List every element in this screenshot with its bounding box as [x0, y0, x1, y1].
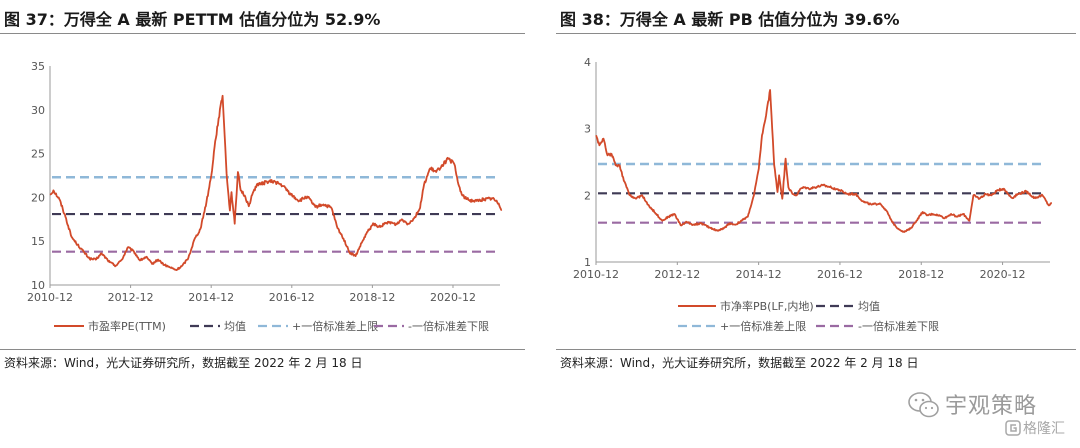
chart-title: 图 38：万得全 A 最新 PB 估值分位为 39.6%	[560, 10, 900, 29]
source-divider	[0, 349, 525, 350]
legend-label: 均值	[858, 300, 880, 313]
legend-label: -一倍标准差下限	[858, 319, 939, 333]
watermark: 宇观策略 格隆汇	[905, 386, 1075, 442]
y-tick-label: 10	[31, 279, 45, 292]
source-note: 资料来源：Wind，光大证券研究所，数据截至 2022 年 2 月 18 日	[4, 356, 363, 370]
y-tick-label: 35	[31, 60, 45, 73]
wechat-icon	[908, 392, 939, 418]
y-tick-label: 15	[31, 235, 45, 248]
pe-chart: 10 15 20 25 30 35 2010-12 2012-12 2014-12 2016-12…	[27, 60, 503, 333]
legend-label: 市盈率PE(TTM)	[88, 319, 166, 333]
y-tick-label: 3	[584, 123, 591, 136]
y-tick-label: 2	[584, 189, 591, 202]
x-tick-label: 2016-12	[269, 291, 315, 304]
x-tick-label: 2020-12	[980, 268, 1026, 281]
legend-label: +一倍标准差上限	[720, 319, 806, 333]
gelonghui-logo-icon	[1005, 420, 1021, 436]
legend-label: -一倍标准差下限	[408, 319, 489, 333]
y-tick-label: 1	[584, 256, 591, 269]
x-tick-label: 2020-12	[430, 291, 476, 304]
main-series-line	[49, 94, 503, 271]
y-tick-label: 30	[31, 104, 45, 117]
source-divider	[556, 349, 1076, 350]
watermark-sub: 格隆汇	[1023, 421, 1065, 437]
y-tick-label: 4	[584, 56, 591, 69]
title-divider	[556, 33, 1076, 34]
x-tick-label: 2016-12	[817, 268, 863, 281]
pb-chart: 1 2 3 4 2010-12 2012-12 2014-12 2016-12 2018-12 2…	[573, 56, 1053, 333]
x-tick-label: 2012-12	[108, 291, 154, 304]
x-tick-label: 2014-12	[188, 291, 234, 304]
watermark-name: 宇观策略	[945, 394, 1038, 419]
legend-label: 均值	[224, 320, 246, 333]
legend-label: 市净率PB(LF,内地)	[720, 299, 814, 313]
source-note: 资料来源：Wind，光大证券研究所，数据截至 2022 年 2 月 18 日	[560, 356, 919, 370]
title-divider	[0, 33, 525, 34]
x-tick-label: 2012-12	[654, 268, 700, 281]
x-tick-label: 2010-12	[573, 268, 619, 281]
x-tick-label: 2014-12	[736, 268, 782, 281]
x-tick-label: 2010-12	[27, 291, 73, 304]
x-tick-label: 2018-12	[898, 268, 944, 281]
y-tick-label: 25	[31, 148, 45, 161]
chart-title: 图 37：万得全 A 最新 PETTM 估值分位为 52.9%	[4, 10, 381, 29]
y-tick-label: 20	[31, 191, 45, 204]
main-series-line	[595, 89, 1053, 233]
x-tick-label: 2018-12	[349, 291, 395, 304]
legend-label: +一倍标准差上限	[292, 319, 378, 333]
